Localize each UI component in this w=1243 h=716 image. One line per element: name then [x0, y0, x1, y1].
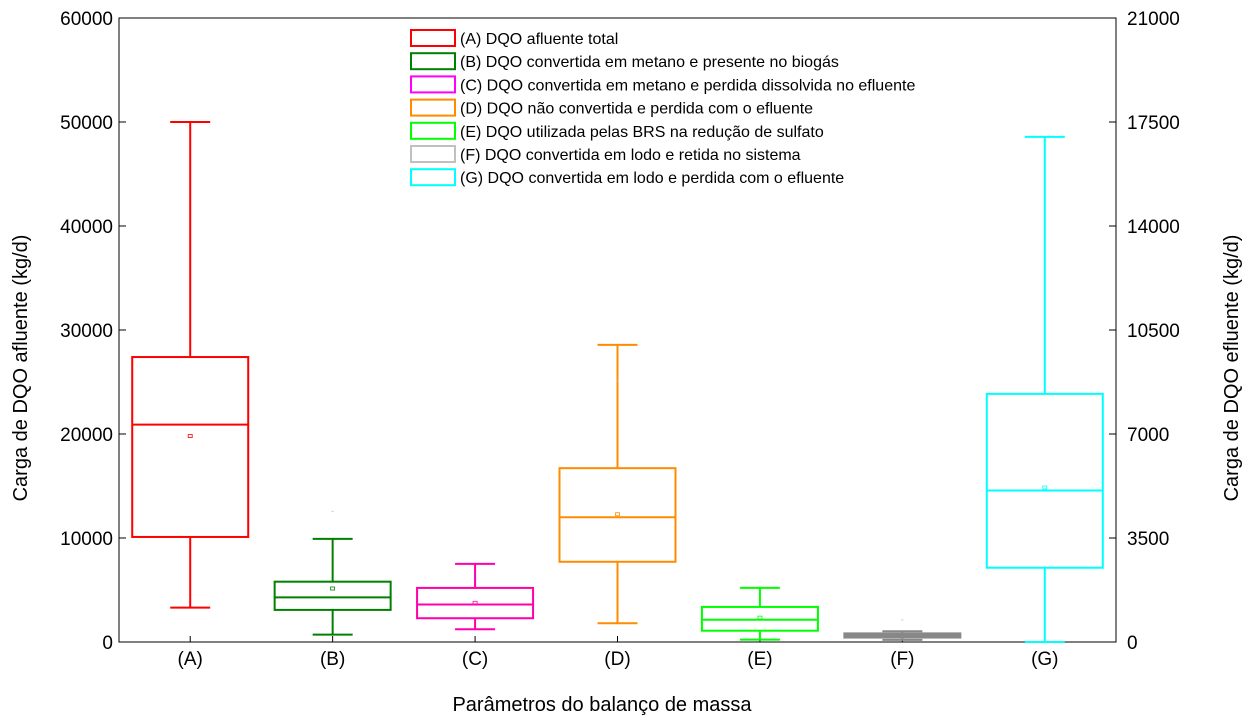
- mean-marker: [899, 633, 905, 638]
- box-c: [416, 562, 535, 631]
- legend-entry-label: (B) DQO convertida em metano e presente …: [460, 54, 839, 71]
- legend-entry-label: (C) DQO convertida em metano e perdida d…: [460, 77, 915, 94]
- legend-swatch: [410, 98, 456, 117]
- box-f: ˇ: [843, 619, 962, 641]
- legend-swatch: [410, 168, 456, 187]
- box-e: [700, 586, 819, 641]
- legend-entry-label: (A) DQO afluente total: [460, 31, 618, 48]
- box-b: ˇ: [273, 510, 392, 636]
- x-tick-label: (A): [178, 649, 203, 670]
- legend-swatch: [410, 52, 456, 71]
- left-tick-label: 50000: [60, 113, 113, 134]
- left-tick-label: 60000: [60, 9, 113, 30]
- right-tick-label: 10500: [1127, 321, 1180, 342]
- mean-marker: [472, 600, 478, 605]
- left-tick-label: 30000: [60, 321, 113, 342]
- legend-entry-label: (E) DQO utilizada pelas BRS na redução d…: [460, 124, 824, 141]
- x-tick-label: (G): [1031, 649, 1058, 670]
- legend-swatch: [410, 145, 456, 163]
- legend-entry-label: (D) DQO não convertida e perdida com o e…: [460, 101, 813, 118]
- box-plots: ˇ ˇ ˇ: [131, 121, 1104, 643]
- x-tick-label: (B): [320, 649, 345, 670]
- legend-swatch: [410, 75, 456, 94]
- right-tick-label: 7000: [1127, 425, 1169, 446]
- right-tick-label: 14000: [1127, 217, 1180, 238]
- legend-entry-label: (F) DQO convertida em lodo e retida no s…: [460, 147, 801, 164]
- left-tick-label: 40000: [60, 217, 113, 238]
- mean-marker: [330, 586, 336, 591]
- iqr-box: [273, 580, 392, 611]
- right-tick-label: 21000: [1127, 9, 1180, 30]
- left-tick-label: 10000: [60, 529, 113, 550]
- right-axis-ticks: 0 3500 7000 10500 14000 17500 21000: [1109, 9, 1180, 654]
- iqr-box: [985, 392, 1104, 569]
- left-axis-ticks: 0 10000 20000 30000 40000 50000 60000: [60, 9, 126, 654]
- legend-swatch: [410, 121, 456, 140]
- x-tick-label: (D): [604, 649, 630, 670]
- right-tick-label: 17500: [1127, 113, 1180, 134]
- legend-entry-label: (G) DQO convertida em lodo e perdida com…: [460, 170, 844, 187]
- outlier-mark: ˇ: [331, 510, 334, 519]
- x-tick-label: (C): [462, 649, 488, 670]
- iqr-box: [416, 586, 535, 620]
- outlier-mark: ˇ: [901, 619, 904, 628]
- outlier-mark: ˇ: [616, 379, 619, 388]
- right-axis-title: Carga de DQO efluente (kg/d): [1221, 235, 1243, 502]
- mean-marker: [757, 615, 763, 620]
- mean-marker: [187, 434, 193, 438]
- x-tick-label: (F): [890, 649, 914, 670]
- right-tick-label: 0: [1127, 633, 1138, 654]
- legend-swatch: [410, 29, 456, 47]
- box-g: [985, 135, 1104, 643]
- mean-marker: [615, 512, 620, 517]
- box-d: ˇ: [558, 343, 677, 625]
- x-axis-ticks: (A) (B) (C) (D) (E) (F) (G): [178, 636, 1059, 670]
- box-a: [131, 121, 250, 609]
- right-tick-label: 3500: [1127, 529, 1169, 550]
- left-axis-title: Carga de DQO afluente (kg/d): [10, 235, 32, 502]
- left-tick-label: 0: [102, 633, 113, 654]
- left-tick-label: 20000: [60, 425, 113, 446]
- x-tick-label: (E): [747, 649, 772, 670]
- iqr-box: [131, 356, 250, 538]
- legend: (A) DQO afluente total (B) DQO convertida…: [410, 29, 915, 187]
- x-axis-title: Parâmetros do balanço de massa: [452, 694, 752, 716]
- mean-marker: [1042, 485, 1048, 490]
- iqr-box: [558, 467, 677, 563]
